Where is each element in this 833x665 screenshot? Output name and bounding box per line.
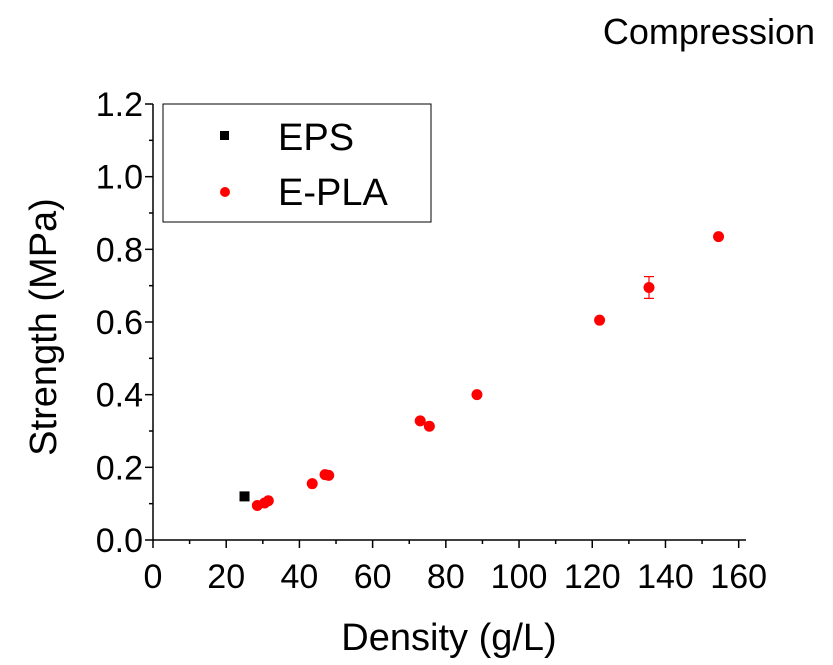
x-tick-label: 60 bbox=[354, 558, 392, 596]
chart-title: Compression bbox=[603, 11, 815, 52]
data-point-epla bbox=[323, 469, 335, 481]
x-tick-label: 0 bbox=[144, 558, 163, 596]
y-tick-label: 0.6 bbox=[96, 304, 143, 342]
data-point-epla bbox=[594, 314, 606, 326]
y-tick-label: 1.0 bbox=[96, 159, 143, 197]
legend-box bbox=[162, 103, 432, 223]
x-tick-label: 40 bbox=[281, 558, 319, 596]
x-tick-label: 20 bbox=[207, 558, 245, 596]
data-point-epla bbox=[262, 495, 274, 507]
data-point-epla bbox=[471, 389, 483, 401]
data-point-epla bbox=[423, 420, 435, 432]
legend-label-epla: E-PLA bbox=[278, 172, 388, 214]
y-tick-label: 0.2 bbox=[96, 449, 143, 487]
y-tick-label: 0.4 bbox=[96, 377, 143, 415]
legend-label-eps: EPS bbox=[278, 117, 354, 159]
data-point-epla bbox=[713, 231, 725, 243]
x-tick-label: 100 bbox=[491, 558, 548, 596]
x-tick-label: 80 bbox=[427, 558, 465, 596]
legend-marker-eps bbox=[220, 131, 229, 140]
x-axis-title: Density (g/L) bbox=[341, 617, 556, 659]
x-tick-label: 140 bbox=[637, 558, 694, 596]
y-axis-title: Strength (MPa) bbox=[23, 198, 65, 456]
data-points bbox=[239, 231, 725, 511]
data-point-epla bbox=[306, 478, 318, 490]
y-ticks: 0.0 0.2 0.4 0.6 0.8 1.0 1.2 bbox=[96, 86, 153, 560]
x-tick-label: 160 bbox=[710, 558, 767, 596]
data-point-eps bbox=[239, 491, 250, 502]
y-tick-label: 0.0 bbox=[96, 522, 143, 560]
data-point-epla bbox=[414, 415, 426, 427]
data-point-epla bbox=[643, 281, 655, 293]
x-ticks: 0 20 40 60 80 100 120 140 160 bbox=[144, 540, 767, 596]
legend-marker-epla bbox=[220, 187, 230, 197]
y-tick-label: 0.8 bbox=[96, 231, 143, 269]
x-tick-label: 120 bbox=[564, 558, 621, 596]
legend: EPS E-PLA bbox=[162, 103, 432, 223]
y-tick-label: 1.2 bbox=[96, 86, 143, 124]
